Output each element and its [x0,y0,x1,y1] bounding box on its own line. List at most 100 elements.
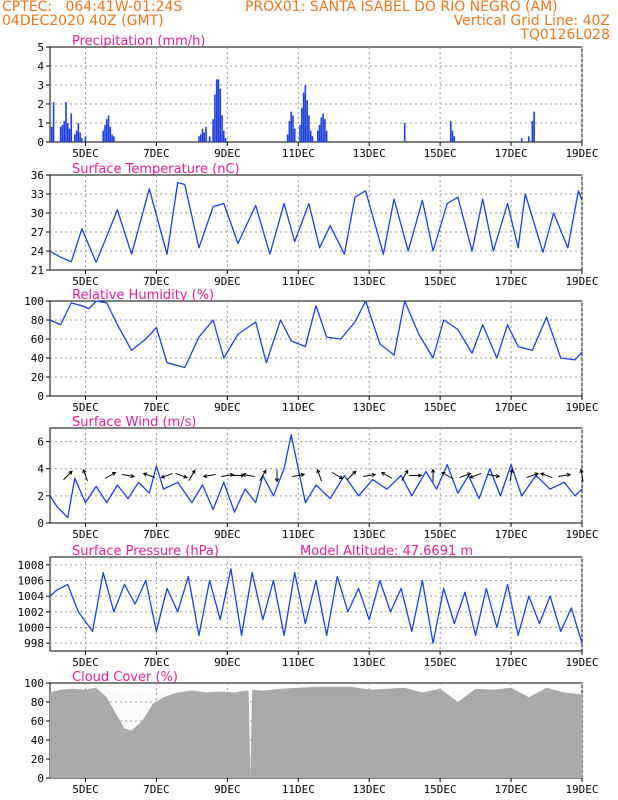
y-tick-label: 1006 [18,575,45,588]
wind-arrow-head [274,478,280,483]
precipitation-bar [105,119,108,142]
x-tick-label: 5DEC [72,147,99,160]
x-tick-label: 13DEC [353,401,386,414]
x-tick-label: 7DEC [143,401,170,414]
plot-frame [49,300,583,397]
x-tick-label: 5DEC [72,528,99,541]
x-tick-label: 9DEC [214,275,241,288]
series-line [49,300,583,369]
x-tick-label: 17DEC [495,528,528,541]
wind-arrow-head [441,471,446,476]
wind-arrow-shaft [188,470,196,481]
wind-arrow-shaft [63,470,73,481]
y-tick-label: 20 [31,753,44,766]
y-tick-label: 4 [37,60,44,73]
wind-arrow-head [579,468,584,474]
wind-arrow-head [404,469,409,474]
y-tick-label: 1002 [18,606,45,619]
precipitation-bar [104,124,106,142]
precipitation-bar [201,128,204,142]
precipitation-bar [309,130,312,142]
wind-arrow-head [417,473,423,478]
panel-title: Surface Pressure (hPa) [72,544,219,559]
y-tick-label: 3 [37,79,44,92]
precipitation-bar [111,134,113,142]
wind-arrow-shaft [242,473,255,478]
y-tick-label: 60 [31,715,44,728]
x-tick-label: 11DEC [282,401,315,414]
wind-arrow-head [130,473,135,479]
y-tick-label: 6 [37,436,44,449]
wind-arrow-shaft [203,473,216,478]
precipitation-bar [65,102,67,142]
precipitation-bar [102,130,104,142]
y-tick-label: 27 [31,226,44,239]
x-tick-label: 13DEC [353,656,386,669]
plot-frame [49,46,583,143]
wind-arrow-shaft [221,473,234,478]
precipitation-bar [324,119,326,142]
x-tick-label: 13DEC [353,275,386,288]
y-tick-label: 4 [37,463,44,476]
header-run-date: 04DEC2020 40Z (GMT) [2,13,164,29]
precipitation-bar [63,121,65,142]
y-tick-label: 0 [37,390,44,403]
x-tick-label: 9DEC [214,528,241,541]
model-altitude-label: Model Altitude: 47.6691 m [300,544,473,559]
x-tick-label: 11DEC [282,656,315,669]
precipitation-bar [61,124,64,142]
x-tick-label: 19DEC [565,528,598,541]
wind-arrow-head [566,472,572,478]
precipitation-bar [533,111,535,142]
wind-arrow-head [300,472,306,478]
y-tick-label: 5 [37,41,44,54]
precipitation-bar [449,121,452,142]
x-tick-label: 11DEC [282,275,315,288]
x-tick-label: 9DEC [214,401,241,414]
precipitation-bar [109,126,112,142]
wind-arrow-head [380,471,386,476]
header-station-coords: CPTEC: 064:41W-01:24S [2,0,183,15]
wind-arrow-shaft [469,472,482,479]
precipitation-bar [81,138,83,142]
precipitation-bar [50,126,53,142]
wind-arrow-shaft [317,469,323,482]
y-tick-label: 0 [37,772,44,785]
y-tick-label: 2 [37,98,44,111]
precipitation-bar [59,126,62,142]
y-tick-label: 30 [31,207,44,220]
precipitation-bar [113,136,115,142]
wind-arrow-head [430,468,436,473]
wind-arrow-shaft [104,472,116,479]
wind-arrow-shaft [487,473,500,478]
y-tick-label: 1004 [18,590,45,603]
precipitation-bar [451,130,454,142]
wind-arrow-head [338,475,344,480]
wind-arrow-head [352,470,357,475]
wind-arrow-shaft [540,472,553,479]
x-tick-label: 7DEC [143,147,170,160]
x-tick-label: 19DEC [565,783,598,796]
x-tick-label: 5DEC [72,401,99,414]
x-tick-label: 9DEC [214,147,241,160]
y-tick-label: 20 [31,371,44,384]
precipitation-bar [453,136,456,142]
x-tick-label: 11DEC [282,528,315,541]
wind-arrow-head [82,468,87,474]
precipitation-bar [107,115,110,142]
wind-arrow-head [142,472,148,477]
precipitation-bar [215,79,218,142]
wind-arrow-shaft [143,472,156,479]
wind-arrow-head [202,473,208,479]
x-tick-label: 15DEC [424,783,457,796]
wind-arrow-shaft [381,472,393,479]
precipitation-bar [79,132,81,142]
wind-arrow-head [183,474,188,479]
panel-title: Surface Wind (m/s) [72,415,196,430]
y-tick-label: 40 [31,352,44,365]
series-line [49,568,583,644]
x-tick-label: 19DEC [565,275,598,288]
wind-arrow-head [495,473,501,479]
precipitation-bar [222,130,225,142]
